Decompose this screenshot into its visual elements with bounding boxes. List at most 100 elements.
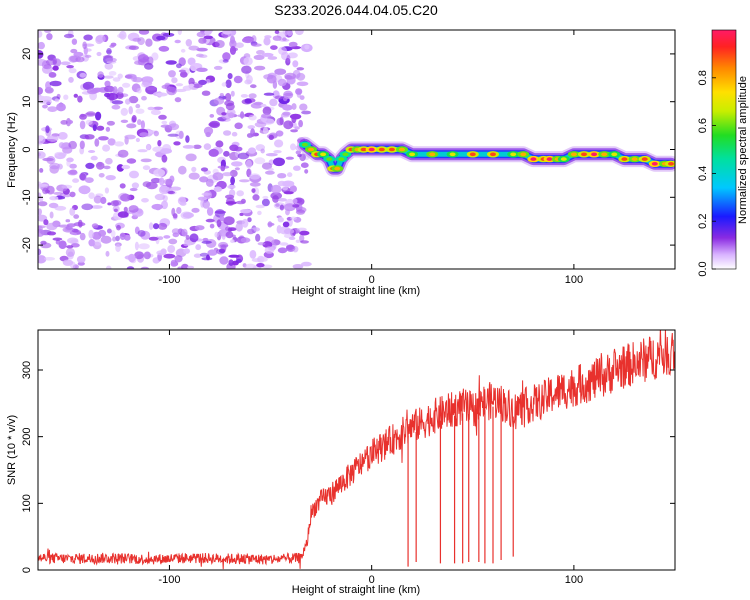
noise-blob: [246, 75, 253, 84]
noise-blob: [58, 142, 65, 149]
noise-blob: [96, 51, 102, 57]
noise-blob: [38, 30, 43, 38]
signal-track-peak: [449, 152, 456, 157]
y-tick-label: 100: [21, 494, 33, 512]
noise-blob: [188, 83, 195, 88]
noise-blob: [250, 128, 256, 138]
noise-blob: [137, 37, 145, 46]
signal-track-peak: [581, 152, 587, 157]
noise-blob: [192, 83, 203, 89]
noise-blob: [145, 181, 158, 190]
noise-blob: [54, 205, 67, 211]
noise-blob: [95, 111, 102, 121]
noise-blob: [141, 81, 151, 88]
noise-blob: [120, 119, 129, 124]
noise-blob: [69, 191, 76, 198]
noise-blob: [38, 255, 47, 264]
noise-blob: [134, 241, 139, 251]
signal-track-peak: [469, 152, 476, 157]
noise-blob: [151, 52, 159, 61]
noise-blob: [185, 234, 190, 240]
snr-series: [38, 330, 675, 570]
noise-blob: [95, 161, 105, 170]
noise-blob: [290, 143, 296, 151]
noise-blob: [107, 228, 112, 234]
noise-blob: [174, 255, 183, 263]
noise-blob: [187, 265, 195, 269]
noise-blob: [243, 56, 253, 66]
noise-blob: [299, 230, 310, 236]
signal-track-peak: [570, 152, 577, 157]
noise-blob: [283, 90, 294, 100]
signal-track-peak: [308, 147, 314, 152]
noise-blob: [262, 127, 269, 135]
noise-blob: [252, 194, 260, 201]
noise-blob: [299, 95, 305, 100]
noise-blob: [295, 239, 301, 243]
noise-blob: [68, 140, 77, 150]
noise-blob: [222, 33, 229, 39]
noise-blob: [78, 185, 91, 195]
noise-blob: [170, 261, 178, 267]
noise-blob: [103, 85, 115, 93]
x-tick-label: 100: [565, 274, 583, 286]
noise-blob: [71, 243, 80, 248]
noise-blob: [215, 140, 224, 148]
noise-blob: [200, 167, 209, 172]
noise-blob: [47, 106, 58, 112]
noise-blob: [110, 230, 116, 238]
noise-blob: [269, 98, 278, 107]
noise-blob: [171, 77, 178, 84]
noise-blob: [206, 207, 214, 216]
y-tick-label: 20: [21, 48, 33, 60]
noise-blob: [46, 222, 58, 231]
noise-blob: [296, 72, 306, 81]
noise-blob: [182, 212, 194, 219]
noise-blob: [178, 69, 186, 73]
noise-blob: [183, 242, 192, 247]
signal-track-peak: [530, 157, 537, 161]
noise-blob: [84, 177, 94, 184]
noise-blob: [140, 266, 150, 269]
noise-blob: [177, 30, 182, 36]
spectrogram-y-axis-label: Frequency (Hz): [6, 112, 18, 188]
noise-blob: [261, 162, 273, 170]
noise-blob: [70, 48, 78, 54]
noise-blob: [280, 112, 290, 118]
noise-blob: [241, 65, 252, 74]
noise-blob: [96, 125, 105, 131]
noise-blob: [277, 247, 288, 254]
noise-blob: [67, 237, 79, 244]
noise-blob: [141, 95, 147, 101]
noise-blob: [273, 157, 285, 167]
colorbar-label: Normalized spectral amplitude: [737, 76, 749, 224]
noise-blob: [301, 261, 312, 267]
noise-blob: [105, 250, 110, 257]
noise-blob: [78, 219, 83, 228]
noise-blob: [304, 44, 310, 50]
noise-blob: [294, 126, 300, 130]
noise-blob: [94, 239, 102, 246]
noise-blob: [105, 157, 113, 165]
snr-panel: -100 0 100 0 100 200 300 Height of straight l…: [6, 329, 676, 596]
noise-blob: [93, 195, 102, 204]
noise-blob: [120, 193, 132, 202]
noise-blob: [220, 165, 226, 172]
noise-blob: [273, 150, 282, 154]
noise-blob: [126, 123, 137, 129]
noise-blob: [201, 192, 211, 196]
noise-blob: [207, 249, 218, 256]
noise-blob: [38, 151, 46, 159]
noise-blob: [267, 56, 278, 60]
noise-blob: [168, 238, 178, 245]
noise-blob: [171, 207, 176, 217]
noise-blob: [282, 185, 288, 191]
noise-blob: [191, 207, 200, 213]
noise-blob: [49, 196, 59, 201]
noise-blob: [95, 34, 106, 43]
noise-blob: [265, 153, 278, 157]
noise-blob: [284, 72, 297, 80]
noise-blob: [114, 141, 125, 147]
noise-blob: [117, 33, 125, 39]
